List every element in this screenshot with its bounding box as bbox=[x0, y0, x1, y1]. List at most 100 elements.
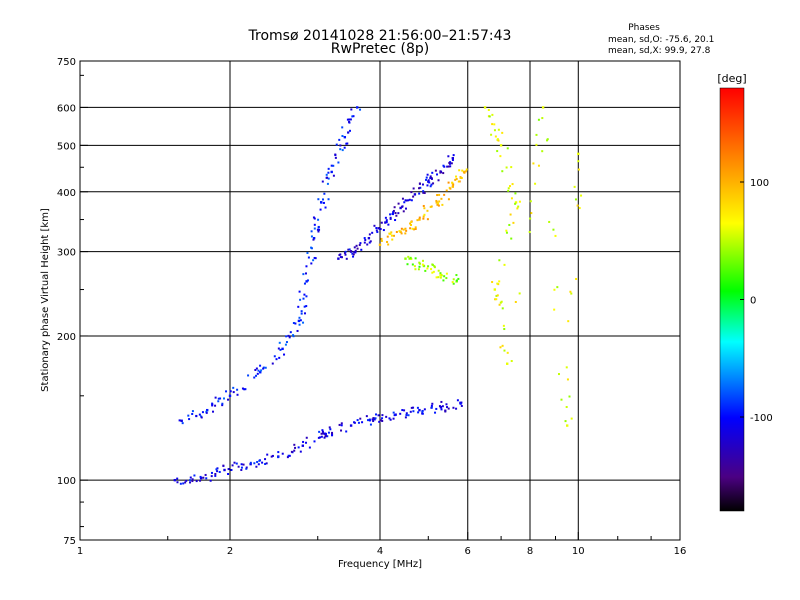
echo-point bbox=[351, 115, 354, 118]
echo-point bbox=[285, 335, 288, 338]
echo-point bbox=[298, 316, 301, 319]
echo-point bbox=[302, 440, 305, 443]
echo-point bbox=[421, 263, 424, 266]
echo-point bbox=[366, 419, 369, 422]
echo-point bbox=[537, 118, 540, 121]
echo-point bbox=[318, 228, 321, 231]
echo-point bbox=[541, 117, 544, 120]
echo-point bbox=[308, 446, 311, 449]
echo-point bbox=[249, 462, 252, 466]
echo-point bbox=[228, 394, 232, 398]
echo-point bbox=[440, 408, 443, 411]
echo-point bbox=[508, 223, 511, 226]
echo-point bbox=[184, 481, 187, 484]
echo-point bbox=[312, 238, 315, 241]
echo-point bbox=[505, 362, 509, 365]
echo-point bbox=[297, 305, 300, 308]
echo-point bbox=[306, 279, 309, 282]
echo-point bbox=[437, 269, 440, 272]
echo-point bbox=[264, 366, 267, 369]
echo-point bbox=[296, 329, 299, 332]
echo-point bbox=[312, 236, 316, 240]
echo-point bbox=[410, 406, 413, 409]
echo-point bbox=[227, 468, 230, 471]
echo-point bbox=[305, 441, 308, 444]
echo-point bbox=[303, 293, 306, 296]
echo-point bbox=[191, 410, 194, 413]
echo-point bbox=[191, 478, 194, 481]
echo-point bbox=[340, 424, 343, 427]
echo-point bbox=[240, 468, 243, 471]
echo-point bbox=[494, 135, 497, 138]
echo-point bbox=[510, 197, 513, 200]
echo-point bbox=[439, 276, 442, 279]
echo-point bbox=[449, 165, 452, 168]
echo-point bbox=[343, 251, 346, 254]
echo-point bbox=[178, 419, 181, 422]
echo-point bbox=[305, 280, 308, 283]
echo-point bbox=[261, 461, 264, 464]
echo-point bbox=[576, 204, 579, 207]
echo-point bbox=[348, 118, 351, 121]
echo-point bbox=[217, 397, 220, 400]
echo-point bbox=[389, 418, 392, 421]
echo-point bbox=[316, 228, 319, 231]
echo-point bbox=[530, 212, 533, 215]
echo-point bbox=[435, 276, 438, 279]
echo-point bbox=[381, 420, 384, 423]
echo-point bbox=[285, 341, 288, 344]
echo-point bbox=[454, 178, 457, 181]
echo-point bbox=[347, 248, 350, 251]
echo-point bbox=[451, 181, 454, 184]
echo-point bbox=[577, 160, 580, 163]
echo-point bbox=[394, 413, 397, 416]
echo-point bbox=[418, 408, 421, 412]
echo-point bbox=[300, 310, 303, 313]
echo-point bbox=[300, 312, 303, 315]
echo-point bbox=[182, 482, 185, 485]
echo-point bbox=[445, 277, 448, 280]
echo-point bbox=[455, 175, 458, 178]
echo-point bbox=[292, 334, 295, 337]
echo-point bbox=[439, 170, 442, 173]
echo-point bbox=[445, 403, 448, 406]
echo-point bbox=[493, 288, 497, 291]
echo-point bbox=[189, 479, 192, 482]
echo-point bbox=[392, 209, 395, 212]
echo-point bbox=[455, 274, 458, 277]
echo-point bbox=[430, 205, 433, 208]
echo-point bbox=[493, 123, 496, 126]
echo-point bbox=[410, 191, 413, 194]
echo-point bbox=[307, 256, 310, 259]
echo-point bbox=[425, 178, 428, 181]
echo-point bbox=[500, 300, 503, 303]
echo-point bbox=[399, 206, 402, 210]
echo-point bbox=[506, 147, 509, 150]
echo-point bbox=[229, 390, 232, 393]
echo-point bbox=[404, 227, 407, 230]
echo-point bbox=[322, 432, 325, 435]
echo-point bbox=[304, 272, 307, 275]
echo-point bbox=[426, 173, 429, 176]
echo-point bbox=[421, 259, 424, 262]
echo-point bbox=[391, 238, 394, 241]
echo-point bbox=[303, 312, 306, 315]
echo-point bbox=[422, 204, 425, 207]
echo-point bbox=[503, 349, 506, 352]
echo-point bbox=[191, 480, 194, 483]
echo-point bbox=[191, 412, 194, 415]
echo-point bbox=[323, 432, 327, 435]
echo-point bbox=[422, 264, 426, 268]
echo-point bbox=[408, 257, 411, 260]
echo-point bbox=[494, 298, 497, 301]
echo-point bbox=[417, 268, 420, 271]
echo-point bbox=[349, 250, 352, 253]
echo-point bbox=[299, 319, 302, 322]
echo-point bbox=[222, 464, 225, 467]
echo-point bbox=[436, 173, 439, 176]
echo-point bbox=[495, 294, 498, 297]
colorbar-ticks: 100 0 -100 bbox=[740, 178, 773, 424]
echo-point bbox=[352, 255, 355, 258]
echo-point bbox=[262, 366, 265, 369]
echo-point bbox=[290, 450, 293, 453]
